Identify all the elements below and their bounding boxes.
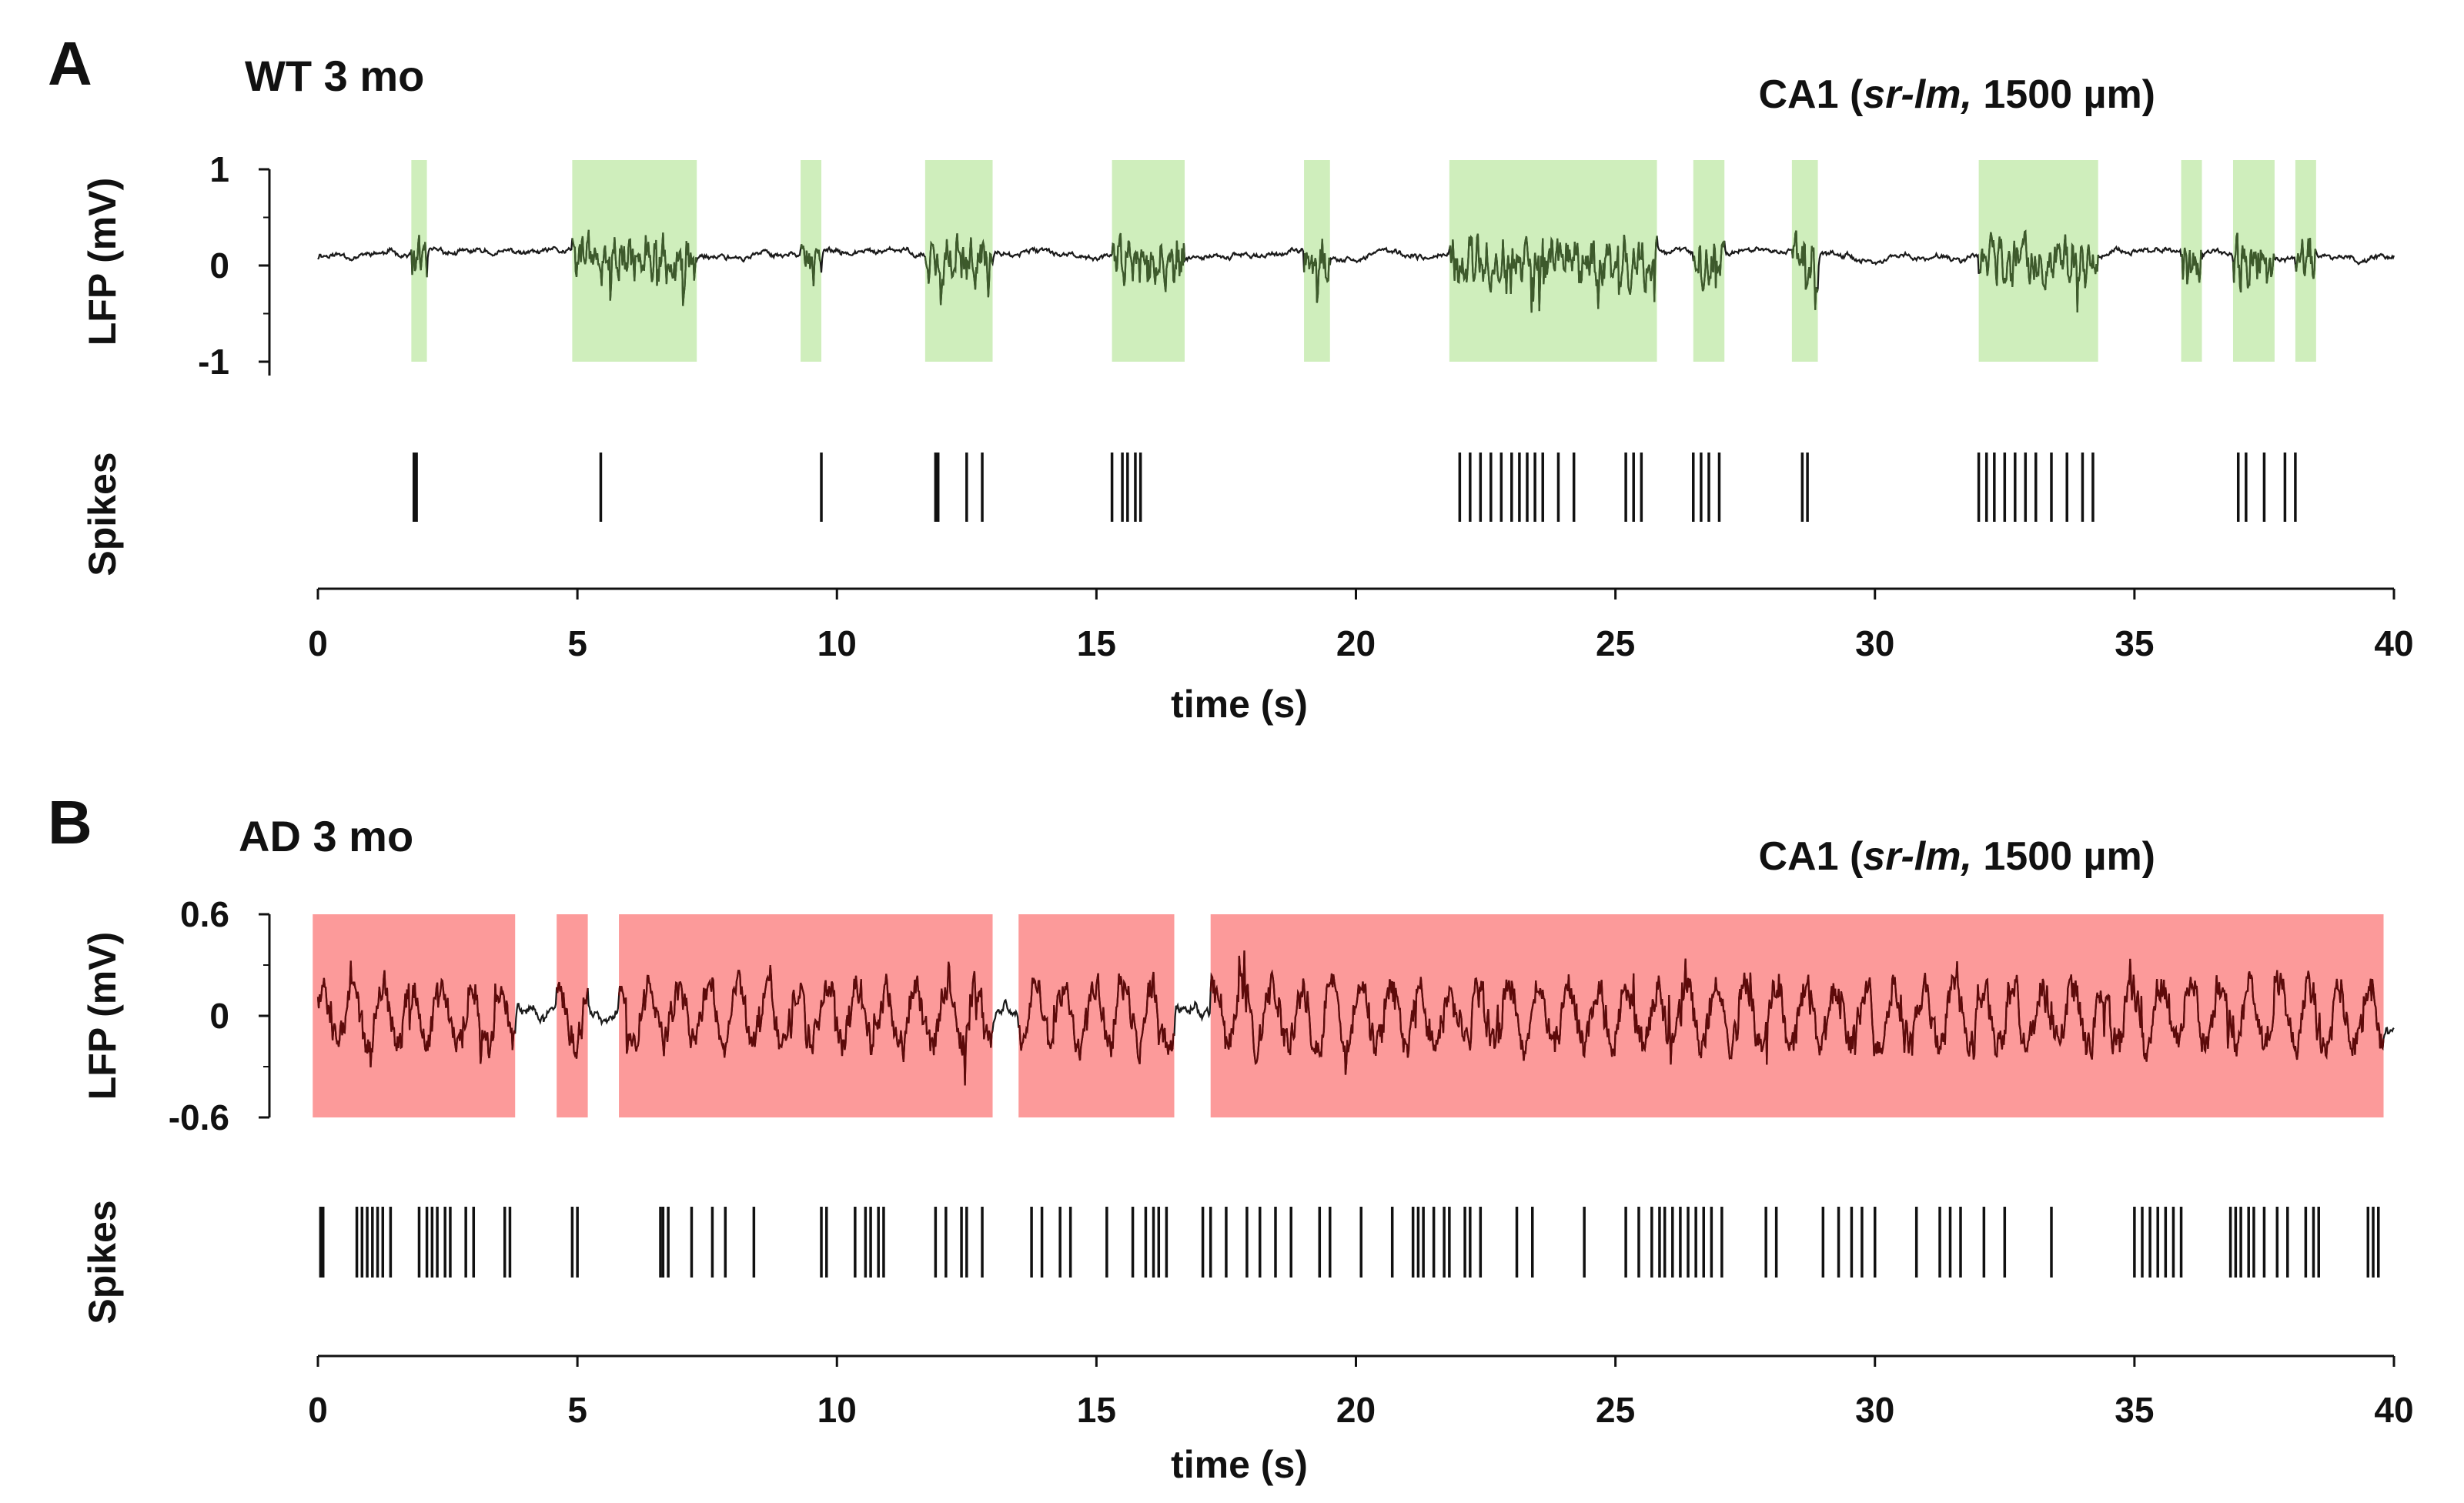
panel-b-region-label: CA1 (sr-lm, 1500 µm): [1759, 834, 2156, 879]
panel-a-lfp-active-trace-6: [1448, 233, 1658, 313]
panel-b-letter: B: [48, 788, 92, 857]
panel-a-lfp-active-trace-0: [410, 235, 428, 278]
panel-b-x-tick-label-1: 5: [567, 1390, 587, 1430]
panel-b-x-tick-label-8: 40: [2374, 1390, 2413, 1430]
panel-b-lfp-active-trace-0: [316, 960, 517, 1068]
panel-a-x-tick-label-7: 35: [2115, 623, 2154, 663]
panel-b-x-tick-label-7: 35: [2115, 1390, 2154, 1430]
panel-a-y-tick-label-2: -1: [198, 342, 229, 382]
panel-a-lfp-active-trace-11: [2232, 232, 2275, 293]
panel-a-x-tick-label-4: 20: [1336, 623, 1376, 663]
panel-a-x-axis-label: time (s): [1171, 683, 1308, 726]
panel-a-letter: A: [48, 29, 92, 98]
panel-a-lfp-active-trace-1: [571, 229, 698, 306]
panel-a-lfp-active-trace-7: [1692, 240, 1726, 292]
panel-a-raster-label: Spikes: [81, 452, 124, 576]
panel-b-lfp-active-trace-4: [1209, 950, 2385, 1075]
panel-b-x-axis-label: time (s): [1171, 1443, 1308, 1486]
panel-a-lfp-active-trace-4: [1111, 232, 1186, 292]
panel-a-x-tick-label-6: 30: [1855, 623, 1894, 663]
panel-a-lfp-active-trace-3: [924, 233, 994, 306]
panel-b-lfp-active-traces: [316, 950, 2385, 1086]
panel-a-lfp-active-trace-5: [1303, 239, 1331, 303]
panel-b-lfp-active-trace-2: [618, 961, 994, 1086]
panel-b-x-tick-label-0: 0: [308, 1390, 328, 1430]
panel-b-x-tick-label-5: 25: [1596, 1390, 1635, 1430]
panel-b-x-tick-label-4: 20: [1336, 1390, 1376, 1430]
panel-a-lfp-active-trace-10: [2180, 247, 2202, 285]
panel-b-x-tick-label-6: 30: [1855, 1390, 1894, 1430]
panel-a-y-ticks: 1 0 -1: [198, 149, 269, 382]
panel-a-y-tick-label-1: 0: [209, 245, 229, 286]
panel-b-y-ticks: 0.6 0 -0.6: [169, 894, 269, 1137]
panel-b-x-tick-label-2: 10: [817, 1390, 857, 1430]
panel-a-lfp-active-traces: [410, 229, 2317, 313]
panel-b-y-tick-label-1: 0: [209, 996, 229, 1036]
panel-a-highlight-7: [1693, 160, 1725, 362]
panel-a-x-tick-label-2: 10: [817, 623, 857, 663]
panel-a-x-tick-label-0: 0: [308, 623, 328, 663]
panel-a-region-label: CA1 (sr-lm, 1500 µm): [1759, 72, 2156, 117]
panel-b-y-tick-label-0: 0.6: [180, 894, 229, 934]
panel-b-highlights: [313, 914, 2384, 1117]
panel-b-spike-raster: [319, 1207, 2380, 1278]
panel-b-y-axis-label: LFP (mV): [81, 932, 124, 1101]
panel-a-x-tick-label-5: 25: [1596, 623, 1635, 663]
panel-b-raster-label: Spikes: [81, 1200, 124, 1324]
panel-a: A WT 3 mo CA1 (sr-lm, 1500 µm) 10-1 LFP …: [48, 29, 2414, 726]
panel-b-lfp-active-trace-1: [556, 981, 589, 1059]
panel-a-lfp-active-trace-8: [1790, 230, 1819, 310]
panel-a-x-tick-label-1: 5: [567, 623, 587, 663]
panel-b-lfp-active-trace-3: [1018, 971, 1175, 1064]
panel-a-lfp-active-trace-9: [1978, 229, 2099, 313]
panel-b-x-tick-label-3: 15: [1077, 1390, 1116, 1430]
panel-a-x-tick-label-8: 40: [2374, 623, 2413, 663]
panel-a-y-tick-label-0: 1: [209, 149, 229, 189]
panel-a-x-tick-label-3: 15: [1077, 623, 1116, 663]
panel-b-title: AD 3 mo: [239, 812, 413, 860]
panel-b: B AD 3 mo CA1 (sr-lm, 1500 µm) 0.60-0.6 …: [48, 788, 2414, 1486]
panel-b-highlight-0: [313, 914, 516, 1117]
panel-a-title: WT 3 mo: [245, 52, 424, 100]
panel-b-y-tick-label-2: -0.6: [169, 1097, 229, 1137]
panel-a-spike-raster: [412, 453, 2297, 522]
panel-b-x-ticks: 0 5 10 15 20 25 30 35 40: [308, 1356, 2414, 1430]
panel-a-highlight-0: [411, 160, 427, 362]
panel-a-lfp-active-trace-12: [2294, 238, 2317, 279]
panel-a-y-axis-label: LFP (mV): [81, 178, 124, 346]
panel-a-lfp-active-trace-2: [800, 244, 821, 286]
panel-a-x-ticks: 0 5 10 15 20 25 30 35 40: [308, 589, 2414, 663]
